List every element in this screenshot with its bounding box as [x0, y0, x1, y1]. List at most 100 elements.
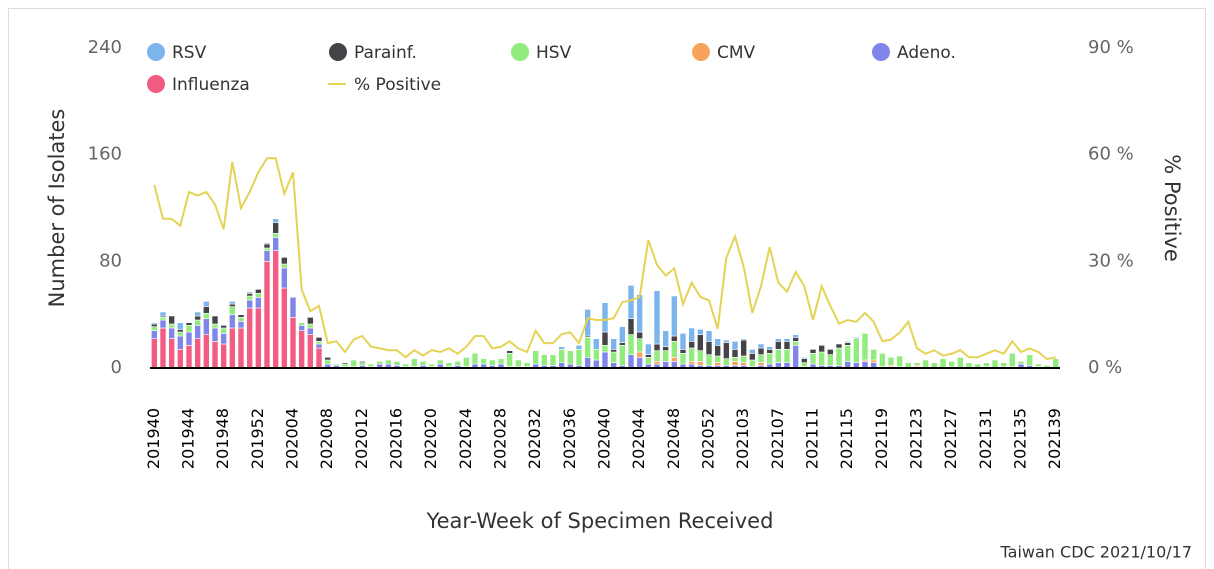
bar-segment — [775, 349, 782, 363]
x-tick-label: 202012 — [352, 408, 371, 469]
bar-segment — [1017, 361, 1025, 365]
bar-segment — [497, 358, 505, 365]
y-tick-label: 0 — [111, 357, 122, 378]
bar-segment — [801, 357, 808, 359]
legend-marker — [872, 43, 890, 61]
bar-segment — [697, 334, 704, 351]
bar-segment — [593, 359, 600, 369]
bar-segment — [636, 331, 643, 339]
frame — [8, 8, 1206, 569]
bar-segment — [853, 338, 860, 363]
x-tick-label: 202020 — [421, 408, 440, 469]
bar-segment — [220, 325, 227, 329]
bar-segment — [636, 351, 643, 358]
bar-segment — [307, 323, 314, 329]
bar-segment — [714, 345, 721, 357]
bar-segment — [203, 301, 210, 307]
bar-segment — [809, 353, 817, 365]
bar-segment — [1052, 358, 1059, 369]
x-tick-label: 202040 — [595, 408, 614, 469]
bar-segment — [333, 363, 340, 366]
bar-segment — [220, 327, 227, 334]
bar-segment — [307, 317, 314, 325]
bar-segment — [688, 327, 695, 342]
bar-segment — [896, 355, 903, 367]
bar-segment — [983, 362, 990, 367]
bar-segment — [281, 267, 288, 289]
bar-segment — [532, 350, 539, 365]
bar-segment — [567, 350, 574, 365]
legend-label: % Positive — [354, 75, 441, 95]
bar-segment — [203, 318, 210, 335]
bar-segment — [428, 363, 435, 367]
bar-segment — [922, 359, 929, 369]
x-tick-label: 202044 — [629, 408, 648, 469]
bar-segment — [740, 362, 747, 366]
bar-segment — [775, 341, 782, 350]
bar-segment — [688, 347, 695, 362]
legend-label: Influenza — [172, 75, 250, 95]
bar-segment — [168, 327, 175, 339]
bar-segment — [229, 327, 236, 369]
bar-segment — [159, 311, 167, 317]
bar-segment — [272, 218, 279, 223]
legend-marker — [329, 43, 347, 61]
bar-segment — [263, 247, 271, 251]
bar-segment — [688, 341, 695, 349]
bar-segment — [489, 359, 496, 366]
bar-segment — [619, 326, 626, 343]
bar-segment — [471, 353, 479, 365]
bar-segment — [601, 331, 609, 346]
legend-label: Adeno. — [897, 43, 956, 63]
legend-label: Parainf. — [354, 43, 417, 63]
bar-segment — [757, 362, 765, 366]
bar-segment — [315, 341, 323, 345]
bar-segment — [818, 351, 825, 366]
bar-segment — [194, 338, 201, 369]
bar-segment — [159, 319, 167, 329]
bar-segment — [584, 309, 591, 337]
x-tick-label: 202004 — [283, 408, 302, 469]
bar-segment — [506, 350, 513, 354]
bar-segment — [185, 331, 193, 346]
bar-segment — [506, 353, 513, 367]
bar-segment — [913, 362, 921, 366]
bar-segment — [523, 362, 531, 367]
legend-marker — [511, 43, 529, 61]
bar-segment — [1035, 363, 1042, 367]
y2-tick-label: 30 % — [1088, 250, 1134, 271]
x-tick-label: 202032 — [525, 408, 544, 469]
bar-segment — [792, 337, 799, 342]
bar-segment — [705, 330, 713, 342]
x-tick-label: 202036 — [560, 408, 579, 469]
x-tick-label: 202024 — [456, 408, 475, 469]
bar-segment — [229, 314, 236, 329]
bar-segment — [671, 341, 678, 358]
bar-segment — [558, 346, 565, 350]
bar-segment — [393, 361, 401, 366]
x-tick-label: 201948 — [213, 408, 232, 469]
bar-segment — [636, 294, 643, 333]
bar-segment — [610, 338, 617, 350]
bar-segment — [281, 263, 288, 269]
legend-marker — [692, 43, 710, 61]
bar-segment — [671, 357, 678, 362]
x-tick-label: 202048 — [664, 408, 683, 469]
bar-segment — [645, 354, 652, 358]
bar-segment — [385, 359, 392, 365]
source: Taiwan CDC 2021/10/17 — [1000, 543, 1192, 562]
bar-segment — [584, 357, 591, 369]
x-tick-label: 202131 — [976, 408, 995, 469]
bar-segment — [627, 285, 635, 319]
bar-segment — [714, 338, 721, 346]
bar-segment — [827, 354, 834, 366]
bar-segment — [151, 322, 158, 325]
bar-segment — [324, 357, 331, 361]
bar-segment — [835, 343, 843, 349]
x-tick-label: 201944 — [179, 408, 198, 469]
y2-tick-label: 90 % — [1088, 37, 1134, 58]
bar-segment — [610, 351, 617, 363]
bar-segment — [757, 347, 765, 355]
bar-segment — [246, 295, 253, 301]
y2-tick-label: 60 % — [1088, 144, 1134, 165]
